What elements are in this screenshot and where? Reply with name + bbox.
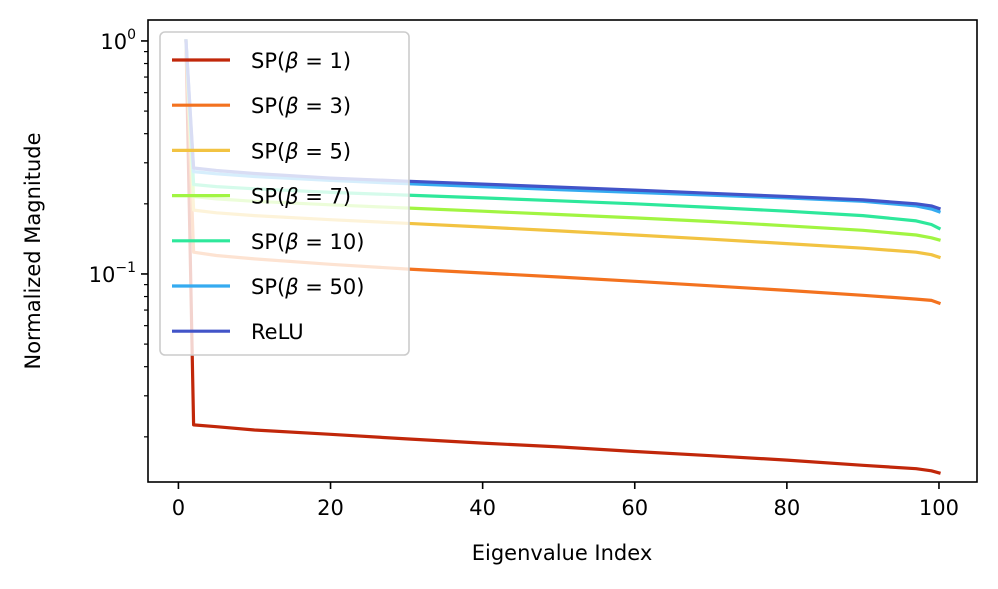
y-axis: 100 10−1 <box>89 27 148 438</box>
legend: SP(β = 1) SP(β = 3) SP(β = 5) SP(β = 7) SP(β… <box>159 31 410 356</box>
legend-label-4: SP(β = 10) <box>251 230 364 254</box>
legend-label-6: ReLU <box>251 320 304 344</box>
legend-label-0: SP(β = 1) <box>251 49 351 73</box>
legend-label-5: SP(β = 50) <box>251 275 364 299</box>
y-axis-label: Normalized Magnitude <box>21 132 45 369</box>
x-tick-label-5: 100 <box>919 496 959 520</box>
x-tick-label-0: 0 <box>172 496 185 520</box>
legend-box <box>159 31 410 356</box>
x-axis-label: Eigenvalue Index <box>472 541 653 565</box>
series-line-0 <box>184 39 941 475</box>
y-tick-label-1: 10−1 <box>89 260 136 287</box>
x-tick-label-4: 80 <box>773 496 800 520</box>
x-tick-label-3: 60 <box>621 496 648 520</box>
x-tick-label-1: 20 <box>317 496 344 520</box>
x-axis: 0 20 40 60 80 100 <box>172 482 959 520</box>
x-tick-label-2: 40 <box>469 496 496 520</box>
legend-label-3: SP(β = 7) <box>251 185 351 209</box>
legend-label-2: SP(β = 5) <box>251 139 351 163</box>
legend-label-1: SP(β = 3) <box>251 94 351 118</box>
y-tick-label-0: 100 <box>100 27 136 54</box>
plot-frame <box>147 19 978 483</box>
